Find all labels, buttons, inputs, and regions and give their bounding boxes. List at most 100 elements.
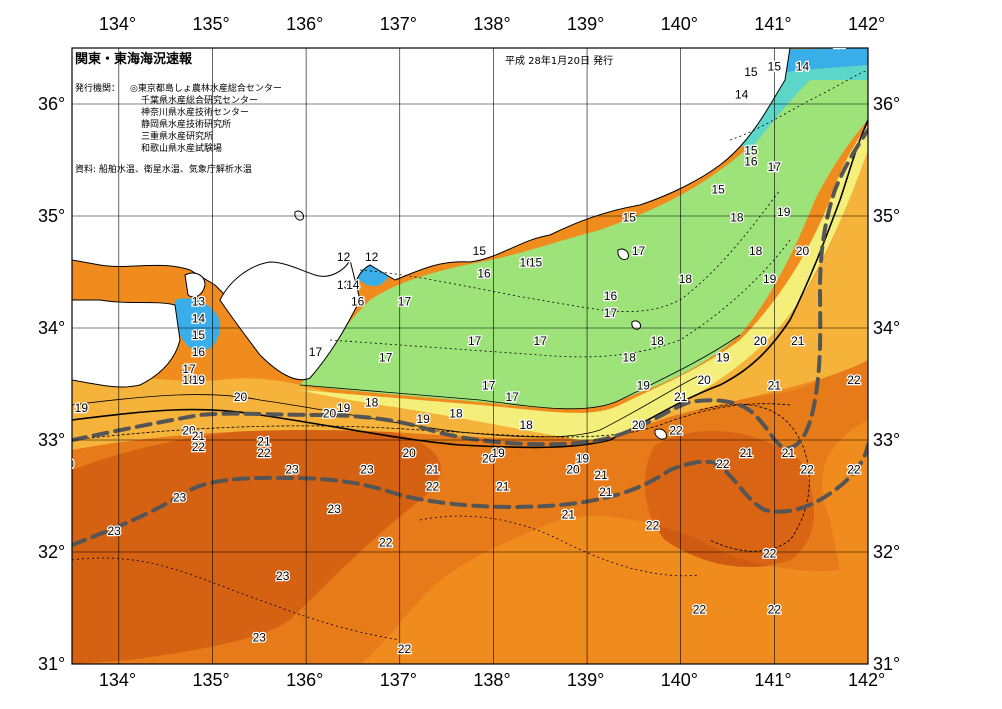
latitude-label: 35° (38, 206, 65, 226)
isotherm-line (72, 403, 791, 441)
isotherm-label: 22 (257, 446, 271, 460)
longitude-label: 138° (473, 670, 510, 690)
isotherm-label: 17 (604, 306, 618, 320)
zone-yellow (72, 140, 868, 450)
isotherm-label: 22 (646, 519, 660, 533)
isotherm-line (359, 189, 781, 312)
isotherm-label: 22 (669, 423, 683, 437)
isotherm-label: 18 (623, 351, 637, 365)
isotherm-label: 12 (337, 250, 351, 264)
isotherm-label: 17 (534, 334, 548, 348)
latitude-label: 36° (873, 94, 900, 114)
isotherm-label: 19 (75, 401, 89, 415)
kuroshio-inner (72, 128, 868, 451)
isotherm-label: 16 (477, 267, 491, 281)
latitude-label: 32° (873, 542, 900, 562)
issuer-label: 発行機関： (75, 82, 120, 94)
isotherm-label: 14 (192, 311, 206, 325)
isotherm-label: 23 (276, 569, 290, 583)
isotherm-label: 19 (192, 373, 206, 387)
isotherm-label: 16 (192, 345, 206, 359)
isotherm-label: 17 (398, 295, 412, 309)
isotherm-label: 19 (763, 272, 777, 286)
isotherm-label: 20 (632, 418, 646, 432)
isotherm-label: 19 (416, 412, 430, 426)
isotherm-label: 22 (379, 535, 393, 549)
data-source: 資料: 船舶水温、衛星水温、気象庁解析水温 (75, 163, 252, 175)
isotherm-label: 22 (768, 603, 782, 617)
isotherm-label: 17 (768, 160, 782, 174)
isotherm-label: 19 (337, 401, 351, 415)
isotherm-label: 22 (398, 642, 412, 656)
isotherm-label: 20 (754, 334, 768, 348)
hachijo-island (654, 428, 667, 440)
isotherm-line (72, 374, 701, 438)
izu-oshima (617, 248, 629, 261)
isotherm-label: 15 (744, 143, 758, 157)
longitude-label: 142° (848, 670, 885, 690)
isotherm-label: 21 (791, 334, 805, 348)
latitude-label: 32° (38, 542, 65, 562)
isotherm-label: 23 (360, 463, 374, 477)
isotherm-label: 13 (833, 37, 847, 51)
isotherm-label: 22 (323, 692, 337, 706)
isotherm-label: 22 (800, 463, 814, 477)
zone-blue-osaka (174, 298, 221, 351)
isotherm-label: 22 (192, 440, 206, 454)
longitude-label: 134° (99, 14, 136, 34)
isotherm-label: 20 (697, 373, 711, 387)
issuer-item: 千葉県水産総合研究センター (141, 94, 258, 106)
issuer-item: 神奈川県水産技術センター (141, 106, 249, 118)
isotherm-label: 21 (674, 390, 688, 404)
isotherm-label: 15 (711, 183, 725, 197)
longitude-label: 141° (754, 14, 791, 34)
isotherm-label: 16 (351, 295, 365, 309)
zone-green (300, 80, 868, 409)
isotherm-label: 17 (379, 351, 393, 365)
isotherm-label: 18 (679, 272, 693, 286)
isotherm-label: 22 (693, 603, 707, 617)
isotherm-label: 19 (777, 205, 791, 219)
isotherm-line (329, 239, 791, 358)
isotherm-label: 13 (337, 278, 351, 292)
isotherm-label: 23 (107, 524, 121, 538)
issuer-item: 静岡県水産技術研究所 (141, 118, 231, 130)
isotherm-label: 15 (192, 328, 206, 342)
header-block: 関東・東海海況速報 平成 28年1月20日 発行 発行機関： ◎東京都島しょ農林… (75, 51, 613, 175)
isotherm-label: 15 (744, 65, 758, 79)
isotherm-line (72, 557, 401, 641)
kuroshio-path (72, 128, 868, 547)
zone-cyan (730, 48, 868, 150)
isotherm-label: 20 (234, 390, 248, 404)
latitude-label: 36° (38, 94, 65, 114)
longitude-label: 140° (661, 14, 698, 34)
isotherm-label: 15 (529, 255, 543, 269)
latitude-label: 33° (38, 430, 65, 450)
isotherm-label: 16 (604, 289, 618, 303)
isotherm-label: 20 (61, 457, 75, 471)
isotherm-label: 14 (346, 278, 360, 292)
isotherm-label: 17 (468, 334, 482, 348)
map-frame (71, 47, 869, 665)
isotherm-label: 15 (623, 211, 637, 225)
isotherm-label: 19 (491, 446, 505, 460)
isotherm-label: 21 (594, 468, 608, 482)
shodoshima (294, 210, 304, 221)
land (72, 48, 791, 440)
isotherm-label: 23 (253, 631, 267, 645)
isotherm-label: 21 (562, 507, 576, 521)
isotherm-label: 22 (716, 457, 730, 471)
isotherm-label: 20 (482, 451, 496, 465)
isotherm-label: 21 (768, 379, 782, 393)
isotherm-label: 19 (637, 379, 651, 393)
longitude-label: 136° (286, 670, 323, 690)
isotherm-label: 18 (520, 418, 534, 432)
isotherm-label: 19 (576, 451, 590, 465)
isotherm-label: 18 (730, 211, 744, 225)
isotherm-label: 17 (505, 390, 519, 404)
isotherm-label: 22 (426, 479, 440, 493)
kuroshio-axis (72, 443, 868, 547)
longitude-label: 139° (567, 670, 604, 690)
isotherm-label: 20 (566, 463, 580, 477)
